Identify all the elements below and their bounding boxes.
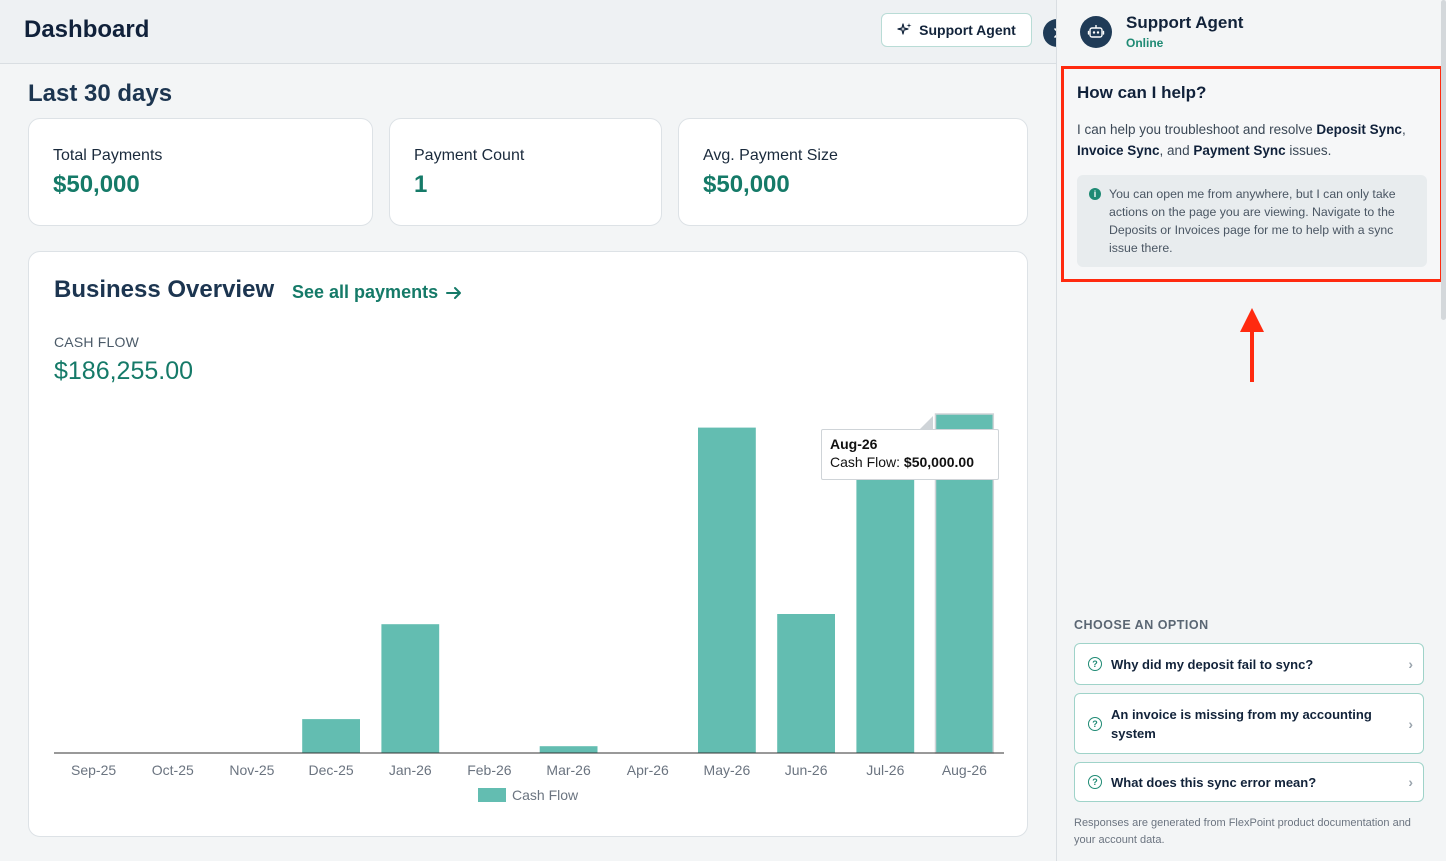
question-icon: ? — [1088, 657, 1102, 671]
red-arrow-annotation — [1240, 308, 1264, 382]
period-title: Last 30 days — [28, 80, 173, 107]
legend-label: Cash Flow — [512, 787, 579, 803]
tooltip-title: Aug-26 — [830, 436, 878, 452]
chart-bar-Jul-26[interactable] — [856, 468, 915, 753]
stat-value: $50,000 — [53, 171, 140, 198]
overview-heading: Business Overview — [54, 276, 275, 303]
x-tick-label: Jul-26 — [866, 762, 904, 778]
legend-swatch — [478, 788, 506, 802]
footnote: Responses are generated from FlexPoint p… — [1074, 817, 1411, 846]
stat-label: Avg. Payment Size — [703, 147, 838, 164]
chart-bar-Dec-25[interactable] — [302, 719, 360, 753]
business-overview-card: Business Overview See all payments CASH … — [28, 251, 1028, 837]
x-tick-label: Dec-25 — [309, 762, 354, 778]
help-text-part: , — [1401, 122, 1406, 137]
see-all-payments-label: See all payments — [292, 282, 439, 302]
option-label: Why did my deposit fail to sync? — [1111, 656, 1314, 672]
x-tick-label: Sep-25 — [71, 762, 116, 778]
x-tick-label: Nov-25 — [229, 762, 274, 778]
cash-flow-total: $186,255.00 — [54, 357, 194, 385]
stat-value: $50,000 — [703, 171, 790, 198]
panel-scrollbar[interactable] — [1441, 0, 1446, 320]
x-tick-label: Feb-26 — [467, 762, 512, 778]
x-tick-label: Jan-26 — [389, 762, 432, 778]
stat-label: Payment Count — [414, 147, 525, 164]
chart-bar-May-26[interactable] — [698, 427, 756, 753]
x-tick-label: Apr-26 — [627, 762, 669, 778]
option-invoice-missing[interactable]: ? An invoice is missing from my accounti… — [1074, 693, 1424, 754]
stat-label: Total Payments — [53, 147, 163, 164]
support-agent-panel: Support Agent Online How can I help? I c… — [1056, 0, 1446, 861]
chevron-right-icon: › — [1408, 715, 1413, 732]
help-text-part: issues. — [1285, 143, 1332, 158]
help-text-part: , and — [1159, 143, 1194, 158]
x-tick-label: Jun-26 — [785, 762, 828, 778]
tooltip-body: Cash Flow: $50,000.00 — [830, 454, 990, 470]
help-title: How can I help? — [1077, 83, 1207, 102]
agent-name: Support Agent — [1126, 13, 1244, 32]
choose-option-label: CHOOSE AN OPTION — [1074, 618, 1209, 632]
chart-bar-Jan-26[interactable] — [381, 624, 440, 753]
chart-bar-Mar-26[interactable] — [539, 746, 598, 753]
help-note-text: You can open me from anywhere, but I can… — [1109, 187, 1396, 255]
stat-card-payment-count: Payment Count 1 — [389, 118, 662, 226]
support-agent-button-label: Support Agent — [919, 22, 1016, 38]
option-sync-error[interactable]: ? What does this sync error mean? › — [1074, 762, 1424, 802]
stat-value: 1 — [414, 171, 428, 198]
page-title: Dashboard — [24, 16, 150, 43]
chart-tooltip: Aug-26 Cash Flow: $50,000.00 — [821, 429, 999, 480]
info-icon: i — [1089, 188, 1101, 200]
option-label: An invoice is missing from my accounting… — [1111, 706, 1372, 741]
chevron-right-icon: › — [1408, 774, 1413, 790]
cash-flow-label: CASH FLOW — [54, 334, 140, 350]
help-text-payment-sync: Payment Sync — [1193, 143, 1286, 158]
top-bar: Dashboard Support Agent — [0, 0, 1056, 64]
see-all-payments-link[interactable]: See all payments — [292, 282, 462, 303]
stat-card-avg-payment-size: Avg. Payment Size $50,000 — [678, 118, 1028, 226]
tooltip-label: Cash Flow: — [830, 454, 904, 470]
help-note: i You can open me from anywhere, but I c… — [1077, 175, 1427, 267]
stat-card-total-payments: Total Payments $50,000 — [28, 118, 373, 226]
x-tick-label: Oct-25 — [152, 762, 194, 778]
help-text-part: I can help you troubleshoot and resolve — [1077, 122, 1317, 137]
agent-status: Online — [1126, 36, 1164, 50]
arrow-right-icon — [446, 286, 462, 299]
sparkle-icon — [897, 23, 912, 35]
option-deposit-fail[interactable]: ? Why did my deposit fail to sync? › — [1074, 643, 1424, 685]
tooltip-tail — [919, 416, 933, 430]
cash-flow-chart: Sep-25 Oct-25 Nov-25 Dec-25 Jan-26 Feb-26 Mar-… — [54, 413, 1004, 778]
help-text-deposit-sync: Deposit Sync — [1316, 122, 1402, 137]
chevron-right-icon: › — [1408, 656, 1413, 672]
question-icon: ? — [1088, 775, 1102, 789]
help-text-invoice-sync: Invoice Sync — [1077, 143, 1160, 158]
chart-bar-Jun-26[interactable] — [777, 614, 835, 753]
x-tick-label: Mar-26 — [546, 762, 591, 778]
support-agent-button[interactable]: Support Agent — [881, 13, 1032, 47]
x-tick-label: May-26 — [704, 762, 751, 778]
option-label: What does this sync error mean? — [1111, 774, 1317, 790]
robot-icon — [1080, 16, 1112, 48]
question-icon: ? — [1088, 716, 1102, 731]
tooltip-value: $50,000.00 — [903, 454, 974, 470]
help-text: I can help you troubleshoot and resolve … — [1077, 119, 1427, 161]
chart-legend[interactable]: Cash Flow — [478, 787, 578, 803]
x-tick-label: Aug-26 — [942, 762, 987, 778]
help-intro-box: How can I help? I can help you troublesh… — [1061, 66, 1443, 282]
